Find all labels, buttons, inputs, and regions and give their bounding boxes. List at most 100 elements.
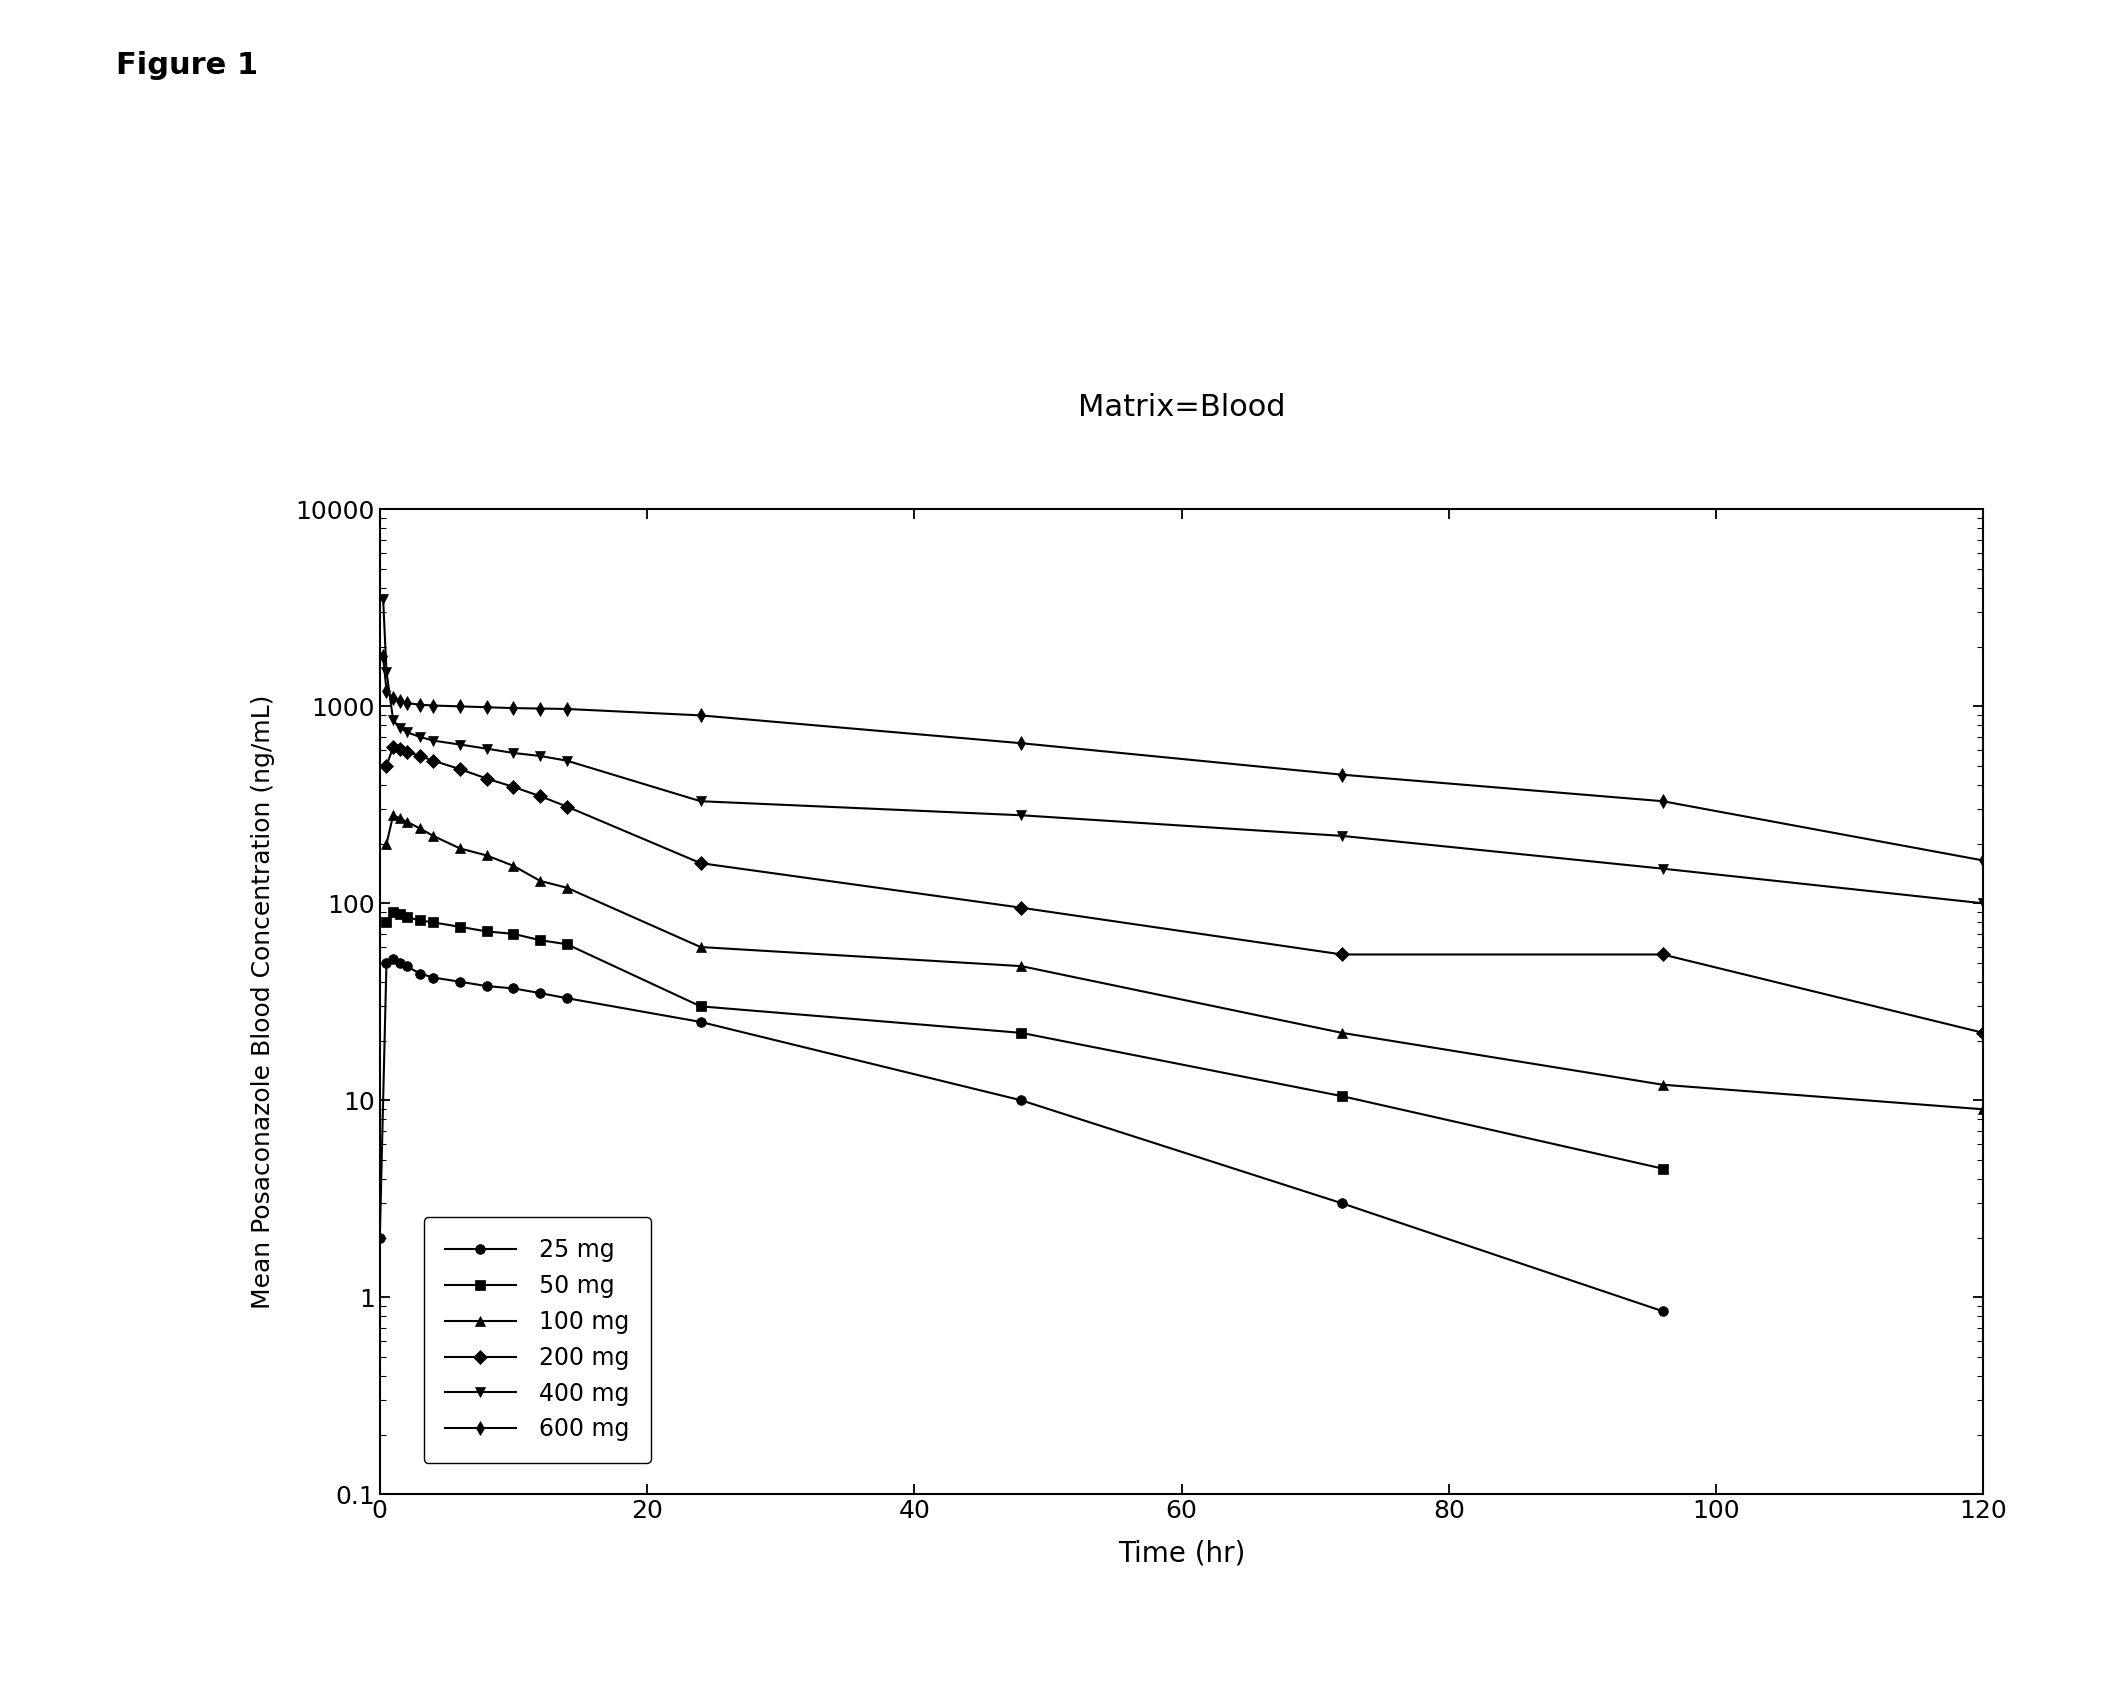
400 mg: [395, 722, 420, 742]
400 mg: [1971, 893, 1996, 914]
600 mg: [388, 691, 414, 711]
50 mg: [555, 934, 580, 954]
50 mg: [420, 912, 445, 932]
50 mg: [1329, 1087, 1355, 1107]
400 mg: [388, 718, 414, 739]
600 mg: [475, 698, 500, 718]
600 mg: [371, 645, 397, 666]
50 mg: [380, 902, 405, 922]
600 mg: [500, 698, 525, 718]
400 mg: [1329, 825, 1355, 846]
200 mg: [407, 745, 433, 766]
Line: 600 mg: 600 mg: [378, 652, 1988, 866]
600 mg: [395, 693, 420, 713]
50 mg: [447, 917, 473, 937]
200 mg: [1971, 1022, 1996, 1043]
200 mg: [500, 776, 525, 796]
200 mg: [1650, 944, 1675, 964]
400 mg: [373, 662, 399, 683]
25 mg: [447, 971, 473, 992]
600 mg: [688, 705, 713, 725]
Line: 25 mg: 25 mg: [376, 954, 1667, 1316]
25 mg: [367, 1228, 392, 1248]
600 mg: [555, 700, 580, 720]
25 mg: [1329, 1194, 1355, 1214]
200 mg: [555, 796, 580, 817]
400 mg: [447, 734, 473, 754]
50 mg: [1650, 1158, 1675, 1178]
200 mg: [420, 751, 445, 771]
100 mg: [1329, 1022, 1355, 1043]
200 mg: [1009, 898, 1034, 919]
100 mg: [1009, 956, 1034, 976]
600 mg: [1650, 791, 1675, 812]
600 mg: [1009, 734, 1034, 754]
200 mg: [388, 739, 414, 759]
50 mg: [1009, 1022, 1034, 1043]
400 mg: [371, 589, 397, 610]
Line: 400 mg: 400 mg: [378, 594, 1988, 908]
25 mg: [380, 949, 405, 970]
600 mg: [420, 694, 445, 715]
400 mg: [380, 710, 405, 730]
400 mg: [688, 791, 713, 812]
200 mg: [1329, 944, 1355, 964]
100 mg: [395, 812, 420, 832]
Legend: 25 mg, 50 mg, 100 mg, 200 mg, 400 mg, 600 mg: 25 mg, 50 mg, 100 mg, 200 mg, 400 mg, 60…: [424, 1217, 652, 1462]
100 mg: [407, 818, 433, 839]
100 mg: [528, 871, 553, 891]
100 mg: [447, 839, 473, 859]
200 mg: [380, 737, 405, 757]
400 mg: [1650, 859, 1675, 880]
400 mg: [555, 751, 580, 771]
25 mg: [555, 988, 580, 1009]
X-axis label: Time (hr): Time (hr): [1118, 1540, 1245, 1567]
600 mg: [407, 694, 433, 715]
25 mg: [388, 953, 414, 973]
400 mg: [420, 730, 445, 751]
50 mg: [688, 997, 713, 1017]
25 mg: [500, 978, 525, 998]
Text: Figure 1: Figure 1: [116, 51, 257, 80]
50 mg: [395, 907, 420, 927]
100 mg: [388, 808, 414, 829]
50 mg: [528, 931, 553, 951]
200 mg: [395, 742, 420, 762]
Y-axis label: Mean Posaconazole Blood Concentration (ng/mL): Mean Posaconazole Blood Concentration (n…: [251, 694, 274, 1309]
600 mg: [373, 681, 399, 701]
400 mg: [407, 727, 433, 747]
50 mg: [373, 912, 399, 932]
200 mg: [688, 852, 713, 873]
Text: Matrix=Blood: Matrix=Blood: [1078, 392, 1285, 423]
25 mg: [395, 956, 420, 976]
50 mg: [475, 922, 500, 942]
600 mg: [1971, 851, 1996, 871]
25 mg: [407, 963, 433, 983]
Line: 200 mg: 200 mg: [382, 742, 1988, 1037]
50 mg: [500, 924, 525, 944]
25 mg: [688, 1012, 713, 1032]
25 mg: [528, 983, 553, 1004]
50 mg: [407, 910, 433, 931]
100 mg: [555, 878, 580, 898]
Line: 100 mg: 100 mg: [382, 810, 1988, 1114]
25 mg: [1009, 1090, 1034, 1110]
100 mg: [1650, 1075, 1675, 1095]
100 mg: [1971, 1099, 1996, 1119]
200 mg: [447, 759, 473, 779]
100 mg: [475, 846, 500, 866]
200 mg: [475, 769, 500, 790]
100 mg: [380, 805, 405, 825]
100 mg: [500, 856, 525, 876]
25 mg: [475, 976, 500, 997]
400 mg: [528, 745, 553, 766]
50 mg: [388, 903, 414, 924]
25 mg: [373, 953, 399, 973]
100 mg: [688, 937, 713, 958]
25 mg: [420, 968, 445, 988]
100 mg: [420, 825, 445, 846]
100 mg: [373, 834, 399, 854]
600 mg: [380, 688, 405, 708]
400 mg: [1009, 805, 1034, 825]
600 mg: [447, 696, 473, 717]
